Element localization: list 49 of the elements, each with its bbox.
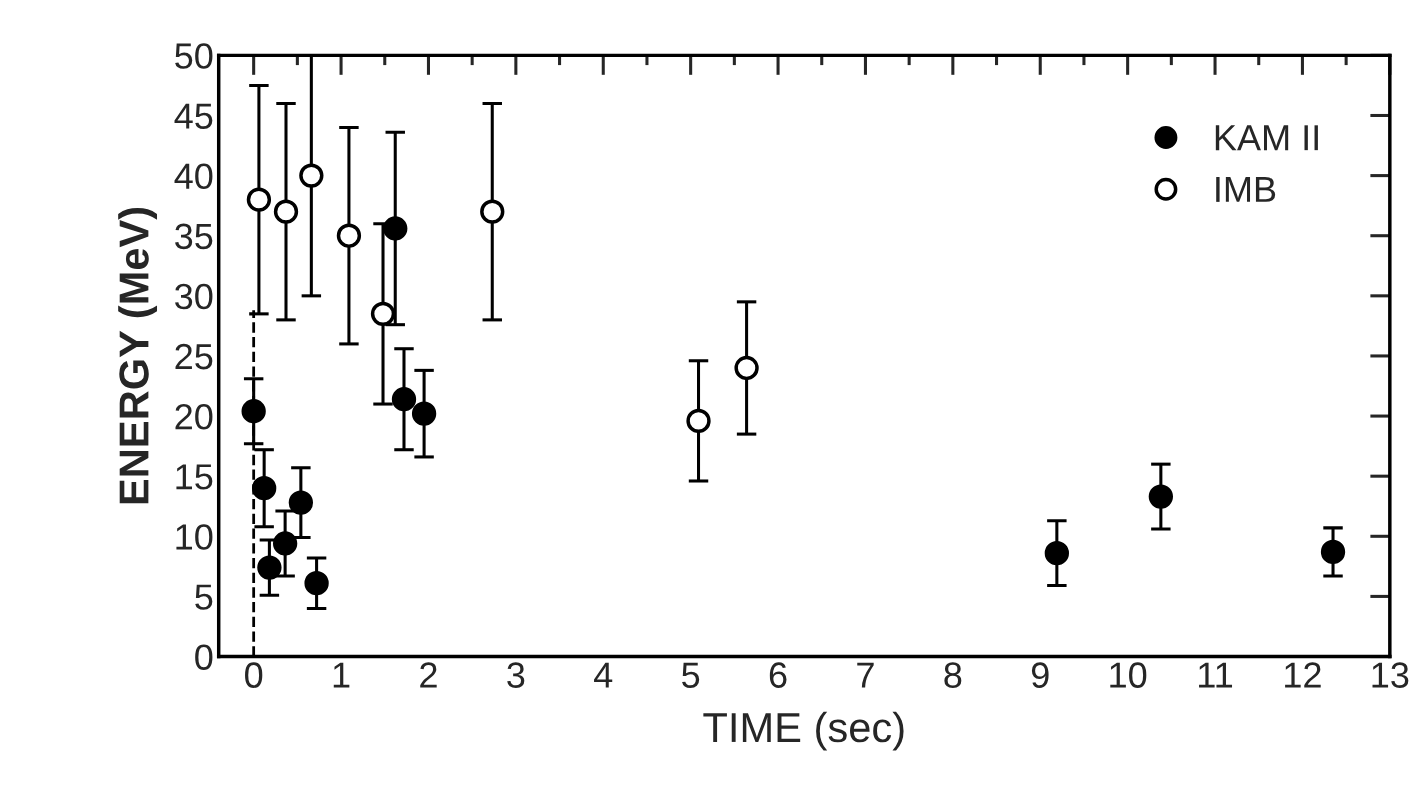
x-tick-label: 6 — [769, 662, 787, 688]
y-tick-label: 20 — [175, 403, 213, 430]
x-tick-label: 12 — [1285, 662, 1321, 688]
y-axis-title: ENERGY (MeV) — [118, 207, 158, 504]
point — [336, 223, 362, 248]
y-tick-label: 25 — [175, 343, 213, 370]
point — [257, 555, 282, 580]
x-tick-label: 9 — [1031, 662, 1049, 688]
point — [299, 163, 324, 188]
y-tick-label: 30 — [175, 283, 213, 310]
y-tick-label: 35 — [175, 223, 213, 250]
x-tick-label: 3 — [507, 662, 525, 688]
x-tick-label: 10 — [1110, 662, 1147, 688]
x-tick-label: 7 — [857, 662, 874, 688]
y-tick-label: 15 — [176, 464, 213, 490]
point — [370, 301, 396, 327]
point — [272, 531, 298, 556]
point — [246, 187, 272, 212]
y-tick-label: 50 — [175, 43, 213, 69]
y-tick-label: 40 — [174, 163, 213, 190]
x-tick-label: 2 — [420, 662, 437, 688]
legend-label: IMB — [1216, 177, 1276, 202]
x-tick-label: 0 — [245, 662, 263, 688]
x-tick-label: 5 — [682, 662, 700, 688]
point — [241, 399, 266, 424]
point — [288, 490, 314, 515]
point — [251, 476, 277, 501]
point — [1044, 540, 1070, 566]
point — [686, 408, 711, 434]
x-axis-title: TIME (sec) — [703, 711, 904, 751]
legend-label: KAM II — [1215, 125, 1318, 151]
point — [1320, 539, 1346, 565]
x-tick-label: 4 — [594, 662, 613, 688]
y-tick-label: 5 — [195, 584, 213, 610]
point — [383, 216, 408, 241]
y-tick-label: 10 — [176, 524, 213, 550]
x-tick-label: 11 — [1199, 662, 1233, 688]
y-tick-label: 0 — [195, 644, 213, 670]
point — [391, 387, 417, 412]
point — [411, 401, 437, 426]
x-tick-label: 8 — [944, 662, 962, 688]
point — [1148, 484, 1174, 509]
x-tick-label: 1 — [333, 662, 350, 688]
x-tick-label: 13 — [1372, 662, 1409, 688]
y-tick-label: 45 — [174, 103, 213, 129]
point — [480, 199, 505, 224]
point — [304, 571, 329, 596]
point — [273, 199, 299, 224]
point — [734, 355, 759, 381]
